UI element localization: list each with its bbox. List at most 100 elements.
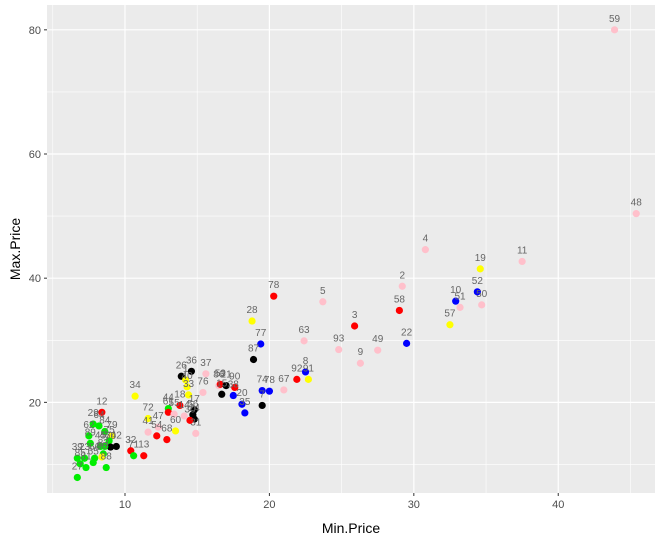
data-point-label: 65 xyxy=(88,447,100,458)
data-point xyxy=(98,408,106,416)
data-point-label: 31 xyxy=(190,417,202,428)
y-tick-label: 20 xyxy=(29,397,41,409)
data-point-label: 15 xyxy=(216,378,228,389)
data-point xyxy=(216,380,224,388)
y-tick-label: 40 xyxy=(29,273,41,285)
data-point-label: 67 xyxy=(278,374,290,385)
data-point-label: 88 xyxy=(101,452,113,463)
data-point-label: 56 xyxy=(187,399,199,410)
y-tick-label: 60 xyxy=(29,149,41,161)
data-point-label: 72 xyxy=(143,402,155,413)
data-point xyxy=(238,400,246,408)
data-point xyxy=(300,337,308,345)
data-point-label: 26 xyxy=(176,360,188,371)
data-point-label: 48 xyxy=(631,198,643,209)
data-point xyxy=(106,443,115,451)
data-point-label: 21 xyxy=(221,370,233,381)
data-point-label: 92 xyxy=(291,363,303,374)
data-point-label: 76 xyxy=(197,376,209,387)
data-point xyxy=(257,340,265,348)
data-point-label: 74 xyxy=(257,375,269,386)
data-point xyxy=(105,437,113,445)
data-point xyxy=(80,454,89,462)
data-point-label: 78 xyxy=(264,375,276,386)
data-point xyxy=(241,409,249,417)
data-point-label: 3 xyxy=(352,310,358,321)
data-point xyxy=(153,432,161,440)
data-point-label: 52 xyxy=(472,276,484,287)
data-point-label: 10 xyxy=(450,285,462,296)
data-point xyxy=(258,386,266,395)
data-point xyxy=(85,432,93,440)
data-point xyxy=(101,427,109,436)
data-point-label: 24 xyxy=(189,403,201,414)
data-point xyxy=(112,442,120,451)
data-point xyxy=(86,439,94,447)
data-point xyxy=(249,355,258,364)
data-point-label: 90 xyxy=(229,371,241,382)
data-point xyxy=(176,401,184,410)
data-point-label: 93 xyxy=(333,334,345,345)
data-point xyxy=(89,458,97,467)
data-point-label: 33 xyxy=(183,379,195,390)
data-point-label: 89 xyxy=(85,427,97,438)
data-point xyxy=(144,414,152,423)
data-point xyxy=(518,257,526,266)
data-point xyxy=(199,388,207,397)
data-point-label: 18 xyxy=(174,389,186,400)
data-point-label: 36 xyxy=(186,355,198,366)
data-point xyxy=(293,375,301,383)
data-point-label: 75 xyxy=(104,425,116,436)
data-point-label: 27 xyxy=(72,461,84,472)
data-point-label: 20 xyxy=(236,388,248,399)
data-point xyxy=(101,442,109,451)
data-point-label: 55 xyxy=(169,398,181,409)
data-point-label: 83 xyxy=(98,438,110,449)
data-point xyxy=(164,408,172,416)
data-point xyxy=(130,452,138,460)
data-point-label: 61 xyxy=(163,396,175,407)
y-tick-label: 80 xyxy=(29,25,41,37)
data-point xyxy=(183,383,191,391)
data-point-label: 40 xyxy=(182,371,194,382)
data-point xyxy=(171,427,180,435)
data-point-label: 77 xyxy=(255,328,267,339)
data-point xyxy=(319,298,327,306)
data-point xyxy=(218,390,226,398)
data-point-label: 8 xyxy=(303,356,309,367)
data-point xyxy=(170,410,178,418)
data-point xyxy=(229,391,237,400)
data-point-label: 4 xyxy=(423,234,429,245)
data-point xyxy=(163,436,171,444)
data-point-label: 50 xyxy=(476,289,488,300)
data-point xyxy=(478,301,486,309)
data-point-label: 9 xyxy=(358,347,364,358)
data-point xyxy=(131,392,139,400)
data-point xyxy=(182,376,190,384)
data-point-label: 71 xyxy=(128,440,140,451)
data-point-label: 7 xyxy=(259,389,265,400)
data-point xyxy=(144,428,152,436)
data-point-label: 5 xyxy=(320,286,326,297)
data-point-label: 2 xyxy=(399,270,405,281)
data-point-label: 37 xyxy=(200,358,212,369)
data-point xyxy=(280,386,288,394)
data-point-label: 80 xyxy=(96,441,108,452)
data-point-label: 41 xyxy=(143,416,155,427)
data-point xyxy=(351,322,359,330)
data-point xyxy=(73,473,81,482)
data-point xyxy=(356,359,364,367)
data-point xyxy=(476,265,484,273)
data-point-label: 64 xyxy=(93,410,105,421)
data-point xyxy=(473,288,481,296)
data-point-label: 22 xyxy=(401,327,413,338)
data-point xyxy=(304,375,312,383)
data-points xyxy=(73,26,640,482)
data-point xyxy=(187,367,196,375)
data-point-label: 47 xyxy=(153,411,165,422)
data-point xyxy=(222,381,230,390)
data-point-label: 44 xyxy=(163,393,175,404)
data-point-label: 86 xyxy=(213,370,225,381)
data-point xyxy=(632,210,640,218)
